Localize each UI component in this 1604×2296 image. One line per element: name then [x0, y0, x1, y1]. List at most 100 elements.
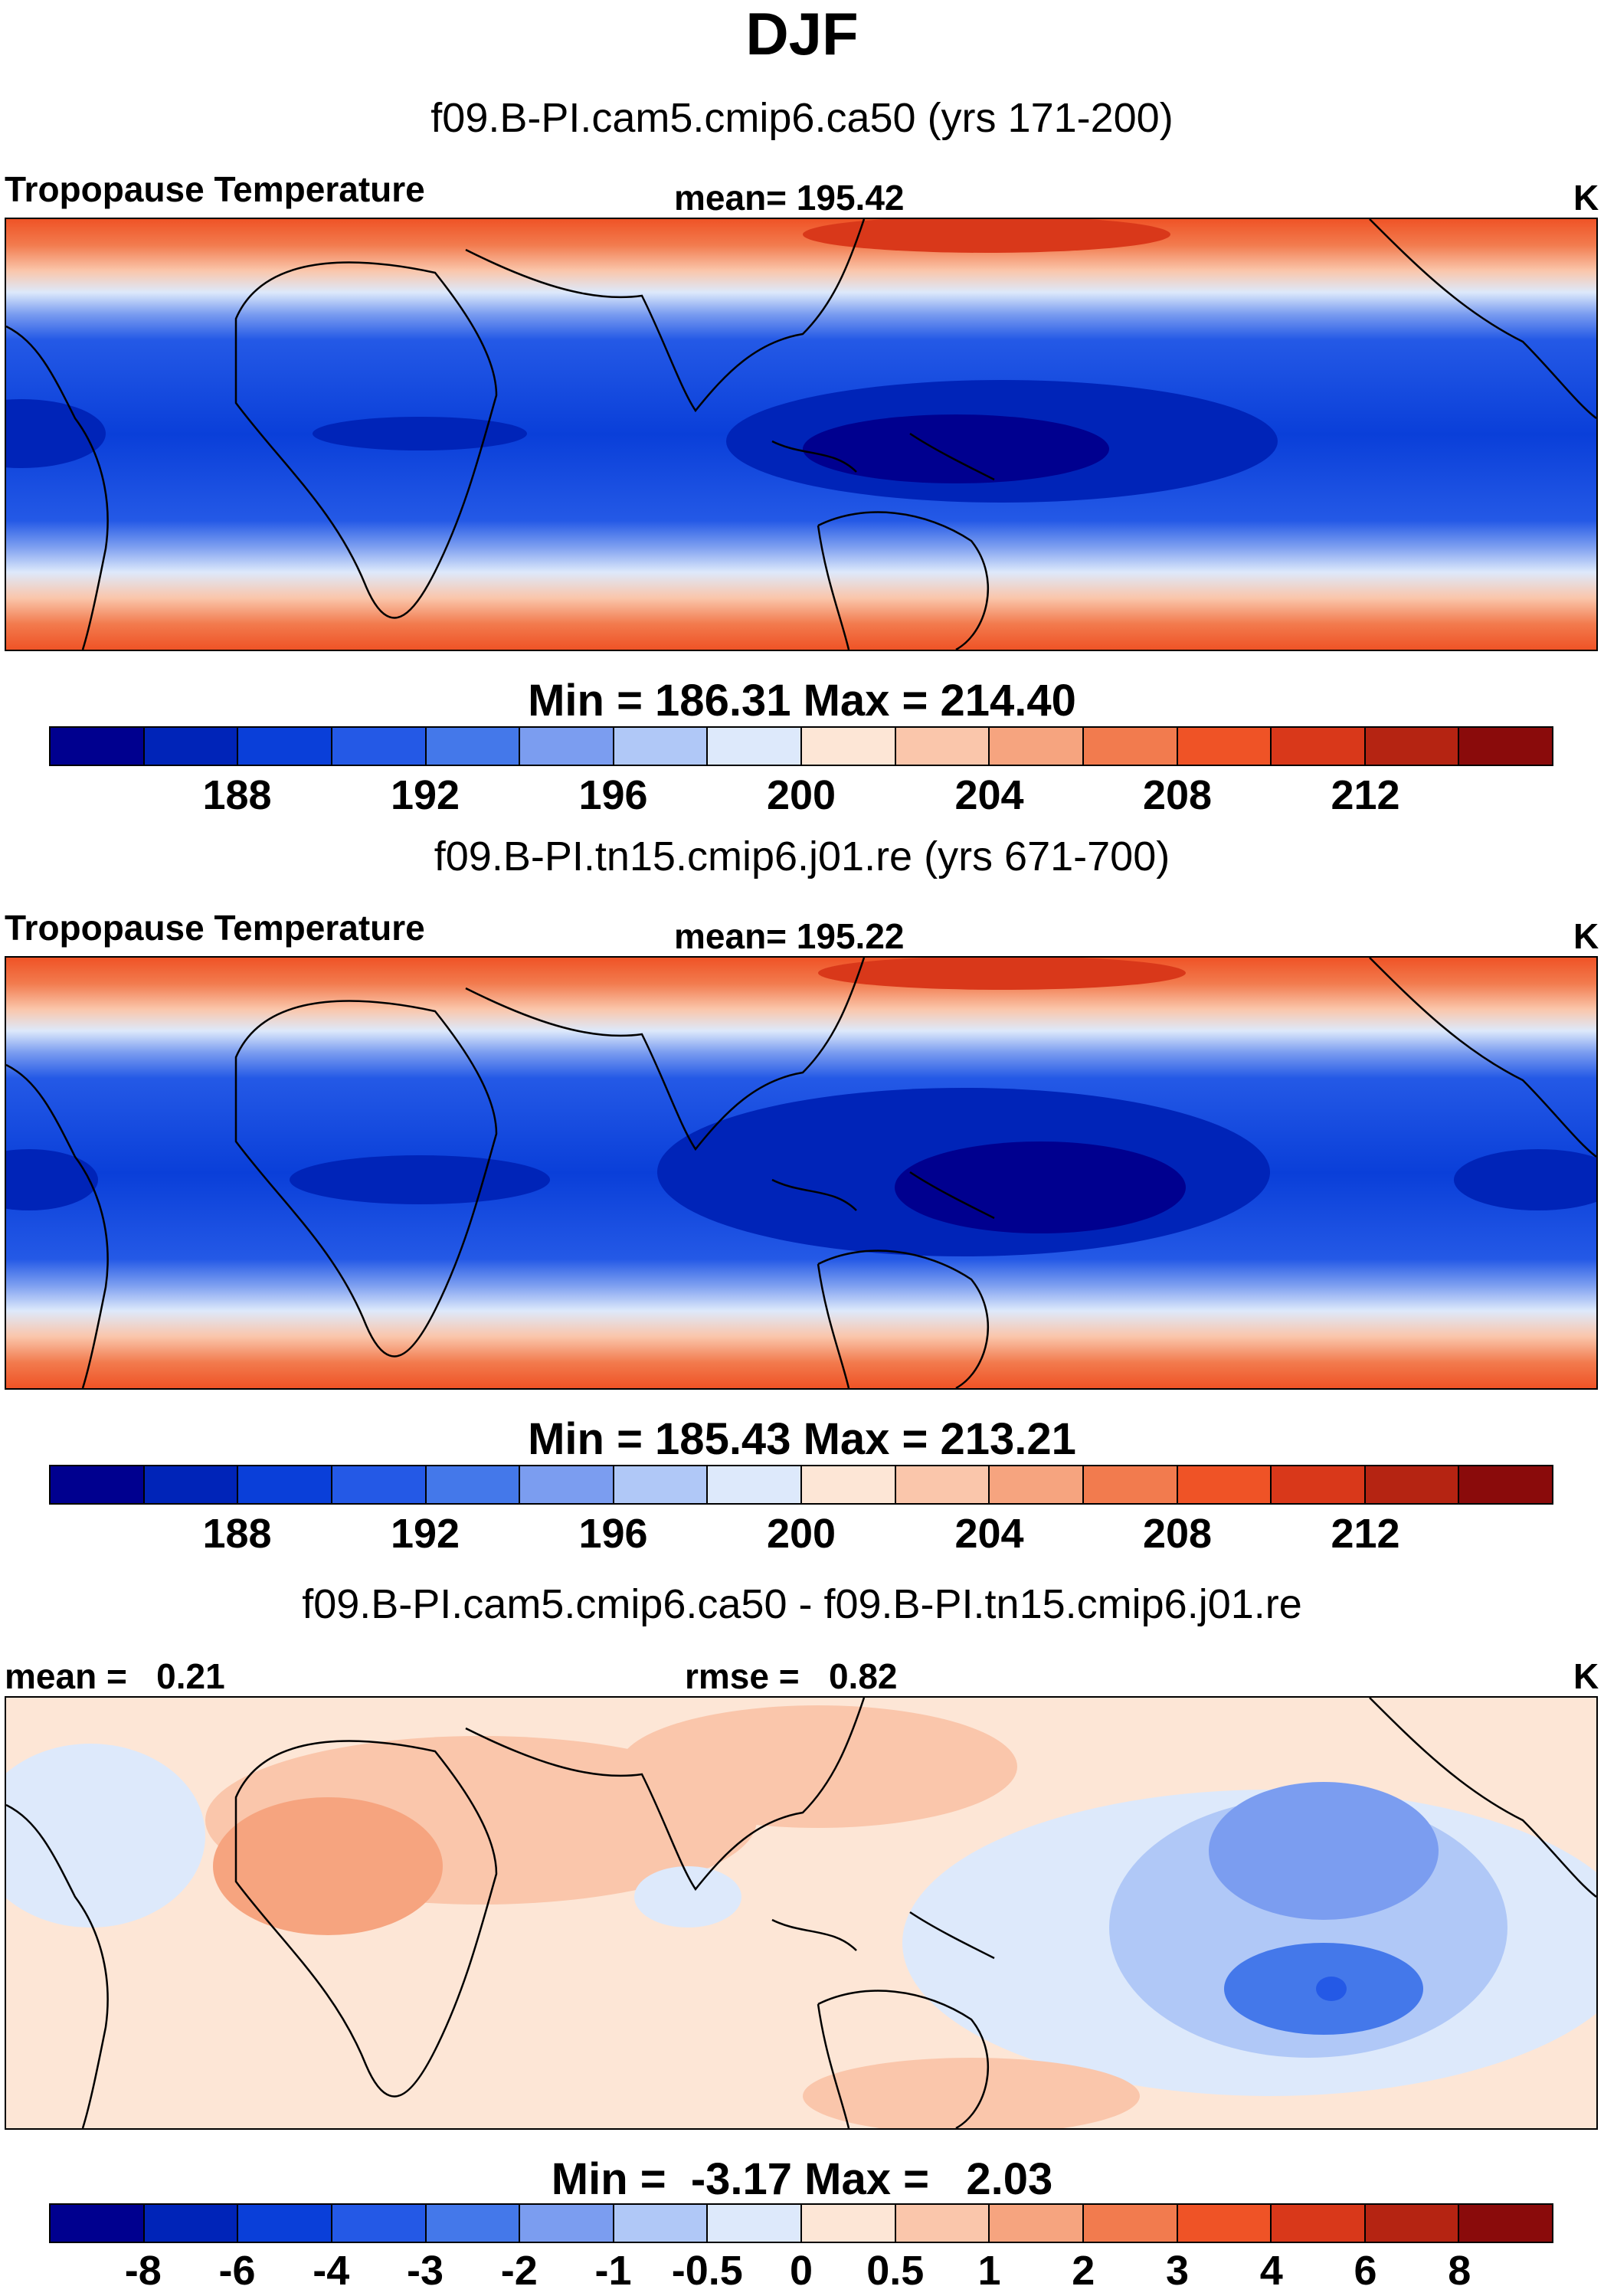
- colorbar-box-12: [1177, 728, 1272, 765]
- panel1-coast-south-america: [6, 325, 109, 650]
- colorbar-box-14: [1365, 728, 1460, 765]
- panel1-cold-core: [803, 414, 1109, 483]
- colorbar-box-9: [895, 728, 990, 765]
- colorbar-tick-label: 188: [202, 1511, 272, 1557]
- colorbar-box-4: [426, 728, 521, 765]
- panel3-positive-asia: [619, 1705, 1017, 1828]
- panel3-coast-africa: [234, 1740, 498, 2098]
- colorbar-tick-label: -6: [218, 2248, 256, 2294]
- colorbar-box-0: [51, 2205, 145, 2242]
- panel3-negative-min: [1316, 1977, 1347, 2001]
- colorbar-box-8: [802, 2205, 896, 2242]
- colorbar-box-3: [332, 1466, 427, 1503]
- colorbar-box-5: [520, 2205, 614, 2242]
- colorbar-tick-label: 196: [578, 772, 648, 818]
- colorbar-box-9: [895, 2205, 990, 2242]
- panel3-negative-atlantic: [6, 1744, 205, 1928]
- panel1-colorbar-ticks: 188 192 196 200 204 208 212: [49, 771, 1553, 820]
- panel3-min-max: Min = -3.17 Max = 2.03: [551, 2154, 1053, 2204]
- colorbar-box-9: [895, 1466, 990, 1503]
- colorbar-box-15: [1459, 2205, 1552, 2242]
- panel3-coast-north-america: [1369, 1698, 1596, 1898]
- panel2-map: [5, 956, 1598, 1390]
- panel1-units-label: K: [1573, 178, 1599, 218]
- panel2-colorbar: [49, 1465, 1553, 1505]
- colorbar-box-11: [1083, 2205, 1178, 2242]
- colorbar-box-0: [51, 1466, 145, 1503]
- panel3-map: [5, 1696, 1598, 2130]
- colorbar-tick-label: 204: [954, 1511, 1024, 1557]
- panel3-colorbar: [49, 2203, 1553, 2243]
- panel2-coast-africa: [234, 1000, 498, 1358]
- panel2-title: f09.B-PI.tn15.cmip6.j01.re (yrs 671-700): [434, 834, 1170, 879]
- panel3-mean-label: mean = 0.21: [5, 1656, 225, 1696]
- colorbar-box-14: [1365, 1466, 1460, 1503]
- colorbar-box-6: [614, 728, 709, 765]
- panel2-colorbar-ticks: 188 192 196 200 204 208 212: [49, 1509, 1553, 1558]
- colorbar-box-5: [520, 1466, 614, 1503]
- colorbar-tick-label: -4: [313, 2248, 350, 2294]
- colorbar-box-13: [1272, 2205, 1366, 2242]
- panel1-coast-indonesia: [771, 432, 995, 481]
- panel3-map-svg: [6, 1698, 1596, 2128]
- colorbar-box-11: [1083, 728, 1178, 765]
- panel1-map-svg: [6, 219, 1596, 650]
- colorbar-tick-label: 200: [766, 1511, 836, 1557]
- panel1-map: [5, 218, 1598, 651]
- main-title: DJF: [745, 0, 859, 67]
- panel3-positive-core-africa: [213, 1797, 443, 1935]
- colorbar-tick-label: -8: [124, 2248, 162, 2294]
- colorbar-tick-label: 188: [202, 772, 272, 818]
- colorbar-box-12: [1177, 1466, 1272, 1503]
- panel2-coast-australia: [817, 1250, 989, 1388]
- colorbar-box-4: [426, 1466, 521, 1503]
- panel3-negative-indian: [634, 1866, 741, 1928]
- panel2-units-label: K: [1573, 916, 1599, 956]
- colorbar-tick-label: 192: [390, 772, 460, 818]
- colorbar-box-10: [990, 728, 1084, 765]
- panel2-cold-core: [895, 1141, 1186, 1233]
- panel3-coast-asia: [465, 1698, 866, 1891]
- panel2-variable-label: Tropopause Temperature: [5, 908, 425, 948]
- colorbar-box-11: [1083, 1466, 1178, 1503]
- panel3-negative-pacific-3: [1209, 1782, 1439, 1920]
- colorbar-box-15: [1459, 728, 1552, 765]
- colorbar-box-12: [1177, 2205, 1272, 2242]
- panel2-cold-pool-south-america: [6, 1149, 98, 1210]
- colorbar-box-1: [144, 1466, 239, 1503]
- colorbar-tick-label: 4: [1259, 2248, 1283, 2294]
- colorbar-tick-label: -3: [406, 2248, 444, 2294]
- panel3-coast-indonesia: [771, 1911, 995, 1960]
- panel2-cold-pool-east-pacific: [1454, 1149, 1596, 1210]
- panel2-coast-north-america: [1369, 958, 1596, 1158]
- colorbar-box-7: [708, 1466, 802, 1503]
- colorbar-box-0: [51, 728, 145, 765]
- panel3-units-label: K: [1573, 1656, 1599, 1696]
- panel2-coast-south-america: [6, 1063, 109, 1388]
- colorbar-box-1: [144, 2205, 239, 2242]
- panel1-coast-australia: [817, 511, 989, 650]
- panel3-colorbar-ticks: -8 -6 -4 -3 -2 -1 -0.5 0 0.5 1 2 3 4 6 8: [49, 2246, 1553, 2295]
- panel1-title: f09.B-PI.cam5.cmip6.ca50 (yrs 171-200): [430, 95, 1174, 141]
- colorbar-tick-label: 8: [1448, 2248, 1471, 2294]
- panel1-coast-north-america: [1369, 219, 1596, 419]
- colorbar-box-5: [520, 728, 614, 765]
- panel2-map-svg: [6, 958, 1596, 1388]
- panel1-colorbar: [49, 726, 1553, 766]
- panel1-cold-pool-south-america: [6, 399, 106, 468]
- panel1-warm-band: [803, 219, 1170, 253]
- panel1-coast-africa: [234, 261, 498, 619]
- colorbar-tick-label: 208: [1142, 772, 1213, 818]
- colorbar-tick-label: 1: [977, 2248, 1001, 2294]
- colorbar-box-7: [708, 2205, 802, 2242]
- colorbar-tick-label: 3: [1165, 2248, 1190, 2294]
- panel3-coast-australia: [817, 1990, 989, 2128]
- panel3-title: f09.B-PI.cam5.cmip6.ca50 - f09.B-PI.tn15…: [302, 1581, 1302, 1627]
- colorbar-box-3: [332, 728, 427, 765]
- colorbar-box-13: [1272, 1466, 1366, 1503]
- colorbar-box-2: [238, 1466, 332, 1503]
- colorbar-tick-label: -1: [594, 2248, 632, 2294]
- colorbar-box-6: [614, 1466, 709, 1503]
- colorbar-box-1: [144, 728, 239, 765]
- panel1-variable-label: Tropopause Temperature: [5, 169, 425, 209]
